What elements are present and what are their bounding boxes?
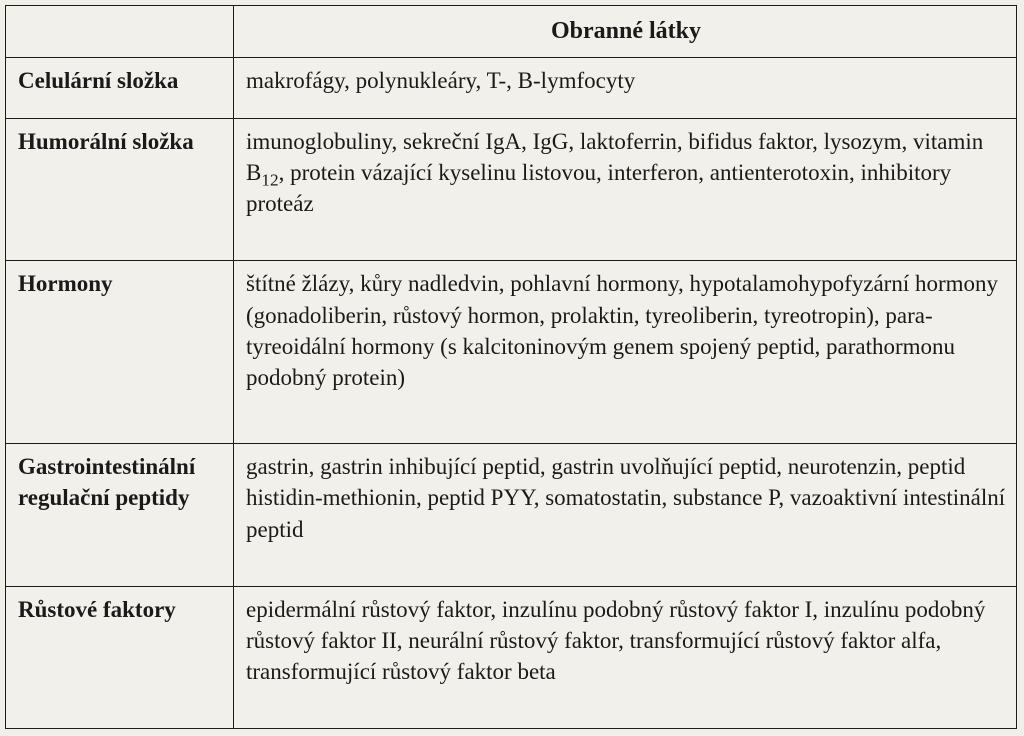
row-label: Gastrointestinální regulační peptidy [6, 444, 234, 586]
table-row: Gastrointestinální regulační peptidy gas… [6, 444, 1017, 586]
row-value: gastrin, gastrin inhibující peptid, gast… [234, 444, 1017, 586]
table-row: Hormony štítné žlázy, kůry nadledvin, po… [6, 261, 1017, 444]
row-label: Celulární složka [6, 57, 234, 118]
row-value: imunoglobuliny, sekreční IgA, IgG, lakto… [234, 118, 1017, 260]
row-label: Humorální složka [6, 118, 234, 260]
header-title: Obranné látky [234, 6, 1017, 58]
row-label: Hormony [6, 261, 234, 444]
row-value: štítné žlázy, kůry nadledvin, pohlavní h… [234, 261, 1017, 444]
page: Obranné látky Celulární složka makrofágy… [0, 0, 1024, 736]
table-row: Růstové faktory epidermální růstový fakt… [6, 586, 1017, 728]
table-header-row: Obranné látky [6, 6, 1017, 58]
defense-substances-table: Obranné látky Celulární složka makrofágy… [5, 5, 1017, 729]
row-value-sub: 12 [261, 171, 278, 190]
row-value: epidermální růstový faktor, inzulínu pod… [234, 586, 1017, 728]
row-value-post: , protein vázající kyselinu listovou, in… [246, 160, 951, 216]
header-blank [6, 6, 234, 58]
row-label: Růstové faktory [6, 586, 234, 728]
row-value: makrofágy, polynukleáry, T-, B-lymfocyty [234, 57, 1017, 118]
table-row: Celulární složka makrofágy, polynukleáry… [6, 57, 1017, 118]
table-row: Humorální složka imunoglobuliny, sekrečn… [6, 118, 1017, 260]
